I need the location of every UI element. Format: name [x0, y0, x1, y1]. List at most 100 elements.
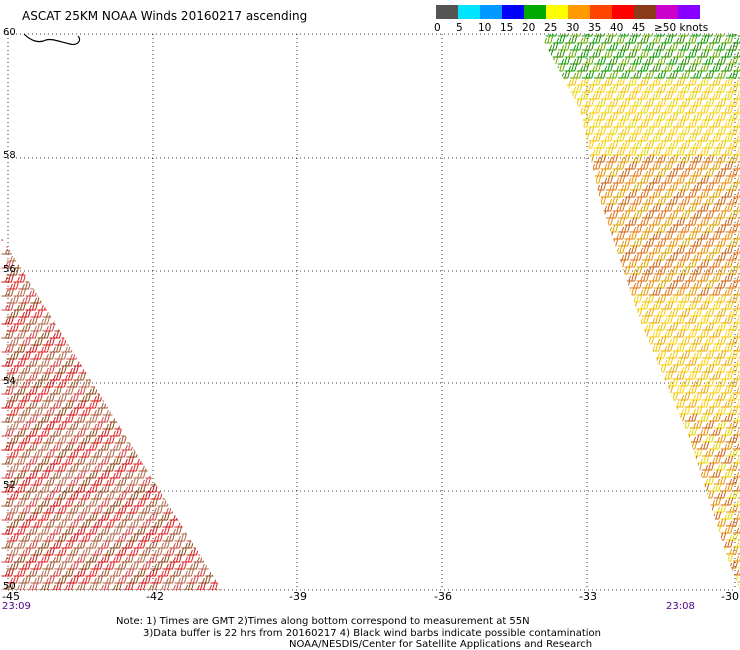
- wind-barb: [78, 323, 91, 332]
- wind-barb: [725, 196, 739, 205]
- wind-barb: [564, 231, 578, 240]
- wind-barb: [720, 49, 734, 58]
- wind-barb: [169, 428, 182, 437]
- wind-barb: [545, 56, 559, 65]
- wind-barb: [210, 491, 222, 500]
- wind-barb: [205, 260, 218, 269]
- wind-barb: [593, 224, 607, 233]
- wind-barb: [37, 470, 50, 479]
- wind-barb: [133, 386, 146, 395]
- wind-barb: [581, 98, 595, 107]
- wind-barb: [720, 245, 734, 254]
- wind-barb: [30, 449, 43, 458]
- wind-barb: [696, 371, 710, 380]
- wind-barb: [588, 147, 602, 156]
- wind-barb: [720, 133, 734, 142]
- wind-barb: [588, 413, 602, 422]
- wind-barb: [660, 189, 674, 198]
- wind-barb: [689, 532, 703, 541]
- wind-barb: [600, 441, 614, 450]
- wind-barb: [624, 133, 638, 142]
- wind-barb: [78, 533, 91, 542]
- wind-barb: [624, 147, 638, 156]
- wind-barb: [157, 512, 170, 521]
- wind-barb: [629, 70, 643, 79]
- wind-barb: [545, 546, 559, 555]
- wind-barb: [145, 554, 158, 563]
- wind-barb: [133, 484, 146, 493]
- wind-barb: [696, 63, 710, 72]
- wind-barb: [641, 168, 655, 177]
- wind-barb: [636, 315, 650, 324]
- wind-barb: [588, 175, 602, 184]
- wind-barb: [6, 561, 19, 570]
- wind-barb: [193, 540, 206, 549]
- wind-barb: [576, 175, 590, 184]
- wind-barb: [150, 253, 163, 262]
- wind-barb: [210, 533, 222, 542]
- legend-swatch: [502, 5, 524, 19]
- wind-barb: [552, 441, 566, 450]
- wind-barb: [540, 371, 554, 380]
- legend-label: 25: [544, 22, 558, 34]
- wind-barb: [205, 330, 218, 339]
- wind-barb: [720, 553, 734, 562]
- wind-barb: [222, 422, 234, 429]
- wind-barb: [545, 392, 559, 401]
- wind-barb: [564, 203, 578, 212]
- wind-barb: [720, 343, 734, 352]
- wind-barb: [581, 294, 595, 303]
- wind-barb: [605, 406, 619, 415]
- wind-barb: [222, 268, 234, 275]
- wind-barb: [617, 252, 631, 261]
- wind-barb: [612, 287, 626, 296]
- wind-barb: [157, 428, 170, 437]
- wind-barb: [157, 330, 170, 339]
- wind-barb: [181, 470, 194, 479]
- wind-barb: [30, 309, 43, 318]
- wind-barb: [629, 126, 643, 135]
- wind-barb: [672, 329, 686, 338]
- wind-barb: [660, 203, 674, 212]
- wind-barb: [552, 189, 566, 198]
- wind-barb: [6, 533, 19, 542]
- wind-barb: [54, 253, 67, 262]
- wind-barb: [545, 238, 559, 247]
- wind-barb: [624, 119, 638, 128]
- wind-barb: [701, 252, 715, 261]
- wind-barb: [612, 483, 626, 492]
- wind-barb: [169, 484, 182, 493]
- wind-barb: [157, 372, 170, 381]
- wind-barb: [713, 266, 727, 275]
- wind-barb: [605, 126, 619, 135]
- wind-barb: [181, 316, 194, 325]
- wind-barb: [61, 288, 74, 297]
- wind-barb: [732, 371, 740, 380]
- wind-barb: [545, 84, 559, 93]
- wind-barb: [186, 547, 199, 556]
- wind-barb: [557, 252, 571, 261]
- wind-barb: [708, 399, 722, 408]
- wind-barb: [581, 126, 595, 135]
- wind-barb: [61, 512, 74, 521]
- wind-barb: [576, 553, 590, 562]
- wind-barb: [648, 35, 662, 44]
- wind-barb: [653, 154, 667, 163]
- wind-barb: [629, 140, 643, 149]
- wind-barb: [617, 504, 631, 513]
- wind-barb: [552, 119, 566, 128]
- wind-barb: [557, 420, 571, 429]
- wind-barb: [49, 358, 62, 367]
- wind-barb: [732, 287, 740, 296]
- wind-barb: [581, 462, 595, 471]
- wind-barb: [6, 337, 19, 346]
- wind-barb: [600, 497, 614, 506]
- wind-barb: [617, 210, 631, 219]
- wind-barb: [660, 441, 674, 450]
- wind-barb: [138, 365, 151, 374]
- wind-barb: [102, 505, 115, 514]
- wind-barb: [653, 532, 667, 541]
- wind-barb: [725, 42, 739, 51]
- wind-barb: [641, 224, 655, 233]
- wind-barb: [648, 553, 662, 562]
